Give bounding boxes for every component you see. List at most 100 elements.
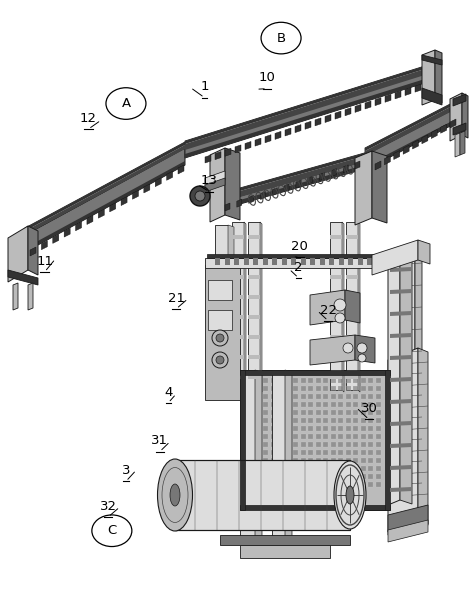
Polygon shape <box>368 426 373 431</box>
Polygon shape <box>248 222 260 390</box>
Polygon shape <box>256 418 260 423</box>
Polygon shape <box>368 458 373 463</box>
Polygon shape <box>353 450 358 455</box>
Polygon shape <box>346 315 358 319</box>
Polygon shape <box>335 111 341 119</box>
Polygon shape <box>358 222 360 392</box>
Polygon shape <box>293 378 298 383</box>
Polygon shape <box>330 482 336 487</box>
Polygon shape <box>225 258 229 265</box>
Polygon shape <box>285 466 290 471</box>
Text: 20: 20 <box>291 240 308 253</box>
Circle shape <box>216 334 224 342</box>
Polygon shape <box>285 386 290 391</box>
Polygon shape <box>285 450 290 455</box>
Polygon shape <box>278 386 283 391</box>
Polygon shape <box>271 394 275 399</box>
Polygon shape <box>232 255 244 259</box>
Polygon shape <box>315 418 321 423</box>
Polygon shape <box>345 290 360 323</box>
Polygon shape <box>25 161 185 252</box>
Polygon shape <box>330 295 342 299</box>
Polygon shape <box>372 240 418 275</box>
Polygon shape <box>360 450 366 455</box>
Polygon shape <box>360 426 366 431</box>
Polygon shape <box>310 258 315 265</box>
Polygon shape <box>345 378 351 383</box>
Polygon shape <box>256 442 260 447</box>
Polygon shape <box>390 253 402 268</box>
Polygon shape <box>260 192 266 199</box>
Polygon shape <box>376 426 381 431</box>
Polygon shape <box>346 335 358 339</box>
Polygon shape <box>375 161 381 170</box>
Polygon shape <box>155 178 161 187</box>
Polygon shape <box>240 370 390 510</box>
Polygon shape <box>248 394 253 399</box>
Polygon shape <box>353 378 358 383</box>
Polygon shape <box>271 418 275 423</box>
Polygon shape <box>240 370 390 375</box>
Polygon shape <box>353 418 358 423</box>
Polygon shape <box>28 226 38 275</box>
Polygon shape <box>365 103 458 156</box>
Polygon shape <box>330 450 336 455</box>
Polygon shape <box>53 234 59 243</box>
Text: 12: 12 <box>80 112 97 125</box>
Polygon shape <box>235 145 241 153</box>
Polygon shape <box>271 402 275 407</box>
Polygon shape <box>232 315 244 319</box>
Polygon shape <box>358 258 362 265</box>
Polygon shape <box>338 482 343 487</box>
Polygon shape <box>308 474 313 479</box>
Polygon shape <box>323 434 328 439</box>
Polygon shape <box>365 100 458 155</box>
Polygon shape <box>346 295 358 299</box>
Polygon shape <box>256 450 260 455</box>
Polygon shape <box>25 145 185 235</box>
Polygon shape <box>376 482 381 487</box>
Polygon shape <box>215 152 221 159</box>
Polygon shape <box>293 418 298 423</box>
Polygon shape <box>256 410 260 415</box>
Polygon shape <box>256 434 260 439</box>
Polygon shape <box>308 418 313 423</box>
Polygon shape <box>315 458 321 463</box>
Polygon shape <box>329 258 334 265</box>
Polygon shape <box>228 225 234 392</box>
Polygon shape <box>87 215 93 224</box>
Polygon shape <box>232 235 244 239</box>
Polygon shape <box>278 426 283 431</box>
Polygon shape <box>30 247 36 256</box>
Polygon shape <box>225 148 240 220</box>
Polygon shape <box>384 156 391 165</box>
Polygon shape <box>185 78 428 158</box>
Polygon shape <box>431 130 437 139</box>
Polygon shape <box>330 378 336 383</box>
Polygon shape <box>296 180 301 188</box>
Polygon shape <box>323 410 328 415</box>
Polygon shape <box>315 402 321 407</box>
Polygon shape <box>248 402 253 407</box>
Ellipse shape <box>157 459 193 531</box>
Polygon shape <box>308 176 313 184</box>
Polygon shape <box>293 466 298 471</box>
Polygon shape <box>422 50 435 105</box>
Polygon shape <box>285 402 290 407</box>
Polygon shape <box>453 123 466 135</box>
Polygon shape <box>330 355 342 359</box>
Polygon shape <box>323 482 328 487</box>
Polygon shape <box>208 310 232 330</box>
Polygon shape <box>325 114 331 123</box>
Polygon shape <box>360 378 366 383</box>
Polygon shape <box>376 418 381 423</box>
Polygon shape <box>285 370 292 542</box>
Polygon shape <box>323 378 328 383</box>
Polygon shape <box>185 68 428 150</box>
Polygon shape <box>285 410 290 415</box>
Polygon shape <box>308 442 313 447</box>
Polygon shape <box>285 442 290 447</box>
Polygon shape <box>345 458 351 463</box>
Polygon shape <box>215 152 368 203</box>
Polygon shape <box>368 394 373 399</box>
